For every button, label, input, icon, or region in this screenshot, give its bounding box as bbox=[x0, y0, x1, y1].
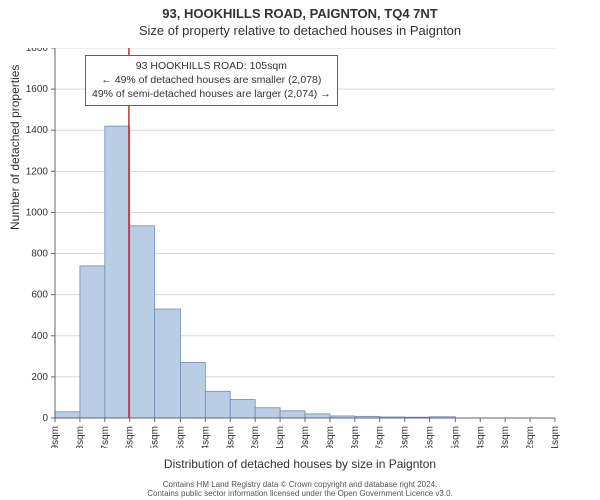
svg-text:165sqm: 165sqm bbox=[175, 426, 186, 448]
svg-text:600: 600 bbox=[31, 290, 48, 301]
svg-text:200: 200 bbox=[31, 372, 48, 383]
svg-text:1800: 1800 bbox=[26, 48, 49, 54]
svg-text:455sqm: 455sqm bbox=[425, 426, 436, 448]
svg-text:1400: 1400 bbox=[26, 125, 49, 136]
chart-container: 93, HOOKHILLS ROAD, PAIGNTON, TQ4 7NT Si… bbox=[0, 0, 600, 500]
svg-text:601sqm: 601sqm bbox=[550, 426, 561, 448]
svg-text:485sqm: 485sqm bbox=[450, 426, 461, 448]
svg-text:1000: 1000 bbox=[26, 207, 49, 218]
svg-text:106sqm: 106sqm bbox=[125, 426, 136, 448]
svg-text:572sqm: 572sqm bbox=[525, 426, 536, 448]
svg-text:77sqm: 77sqm bbox=[100, 426, 111, 448]
chart-title-sub: Size of property relative to detached ho… bbox=[0, 21, 600, 38]
svg-text:368sqm: 368sqm bbox=[350, 426, 361, 448]
chart-footer: Contains HM Land Registry data © Crown c… bbox=[0, 480, 600, 499]
svg-text:543sqm: 543sqm bbox=[500, 426, 511, 448]
svg-text:0: 0 bbox=[42, 413, 48, 424]
svg-text:19sqm: 19sqm bbox=[50, 426, 61, 448]
footer-line1: Contains HM Land Registry data © Crown c… bbox=[0, 480, 600, 490]
svg-text:194sqm: 194sqm bbox=[200, 426, 211, 448]
svg-text:426sqm: 426sqm bbox=[400, 426, 411, 448]
svg-text:1600: 1600 bbox=[26, 84, 49, 95]
annotation-box: 93 HOOKHILLS ROAD: 105sqm ← 49% of detac… bbox=[85, 55, 338, 106]
svg-text:48sqm: 48sqm bbox=[75, 426, 86, 448]
annotation-line3: 49% of semi-detached houses are larger (… bbox=[92, 87, 331, 101]
svg-text:1200: 1200 bbox=[26, 166, 49, 177]
svg-text:310sqm: 310sqm bbox=[300, 426, 311, 448]
svg-text:281sqm: 281sqm bbox=[275, 426, 286, 448]
footer-line2: Contains public sector information licen… bbox=[0, 489, 600, 499]
svg-text:800: 800 bbox=[31, 249, 48, 260]
chart-title-main: 93, HOOKHILLS ROAD, PAIGNTON, TQ4 7NT bbox=[0, 0, 600, 21]
annotation-line2: ← 49% of detached houses are smaller (2,… bbox=[92, 73, 331, 87]
svg-text:514sqm: 514sqm bbox=[475, 426, 486, 448]
svg-text:400: 400 bbox=[31, 331, 48, 342]
annotation-line1: 93 HOOKHILLS ROAD: 105sqm bbox=[92, 59, 331, 73]
svg-text:135sqm: 135sqm bbox=[150, 426, 161, 448]
svg-text:252sqm: 252sqm bbox=[250, 426, 261, 448]
svg-text:339sqm: 339sqm bbox=[325, 426, 336, 448]
svg-text:223sqm: 223sqm bbox=[225, 426, 236, 448]
x-axis-label: Distribution of detached houses by size … bbox=[0, 457, 600, 471]
svg-text:397sqm: 397sqm bbox=[375, 426, 386, 448]
